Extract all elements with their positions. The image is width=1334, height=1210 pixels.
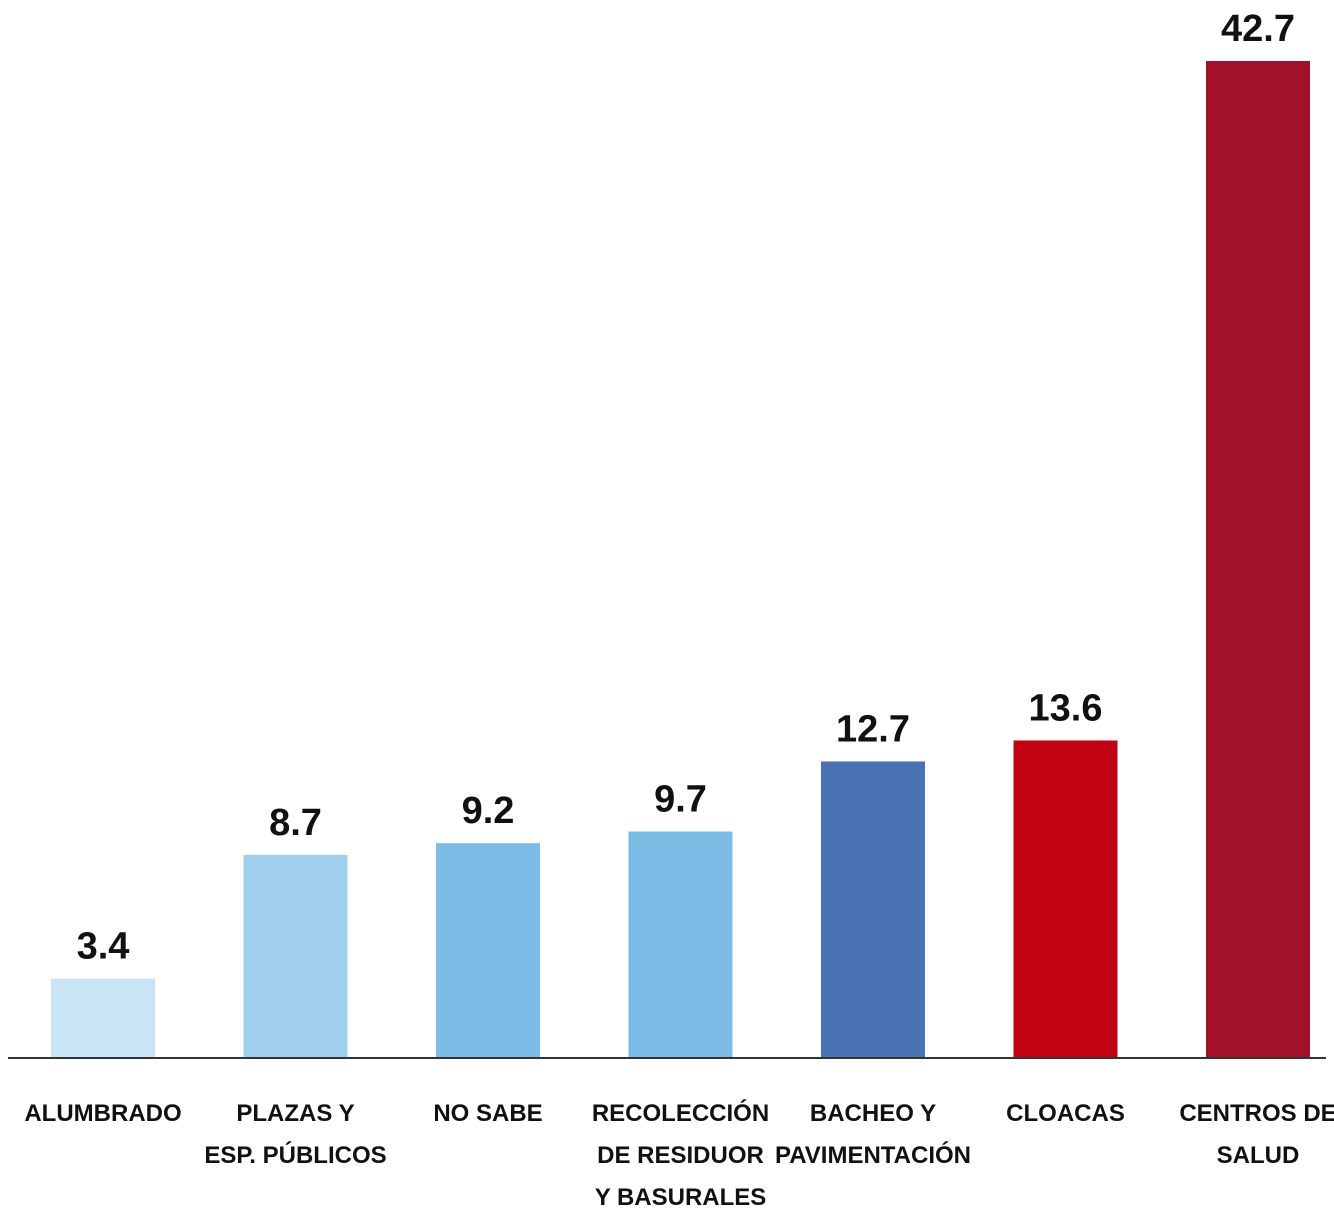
value-label-0: 3.4 bbox=[77, 926, 130, 968]
category-label-line: NO SABE bbox=[433, 1100, 542, 1127]
bar-5 bbox=[1014, 740, 1118, 1058]
value-label-5: 13.6 bbox=[1029, 687, 1103, 729]
value-label-2: 9.2 bbox=[462, 790, 515, 832]
category-label-line: PAVIMENTACIÓN bbox=[775, 1141, 971, 1169]
value-label-4: 12.7 bbox=[836, 708, 910, 750]
bars-layer bbox=[51, 61, 1310, 1058]
category-label-1: PLAZAS Y ESP. PÚBLICOS bbox=[204, 1100, 386, 1169]
category-label-line: ALUMBRADO bbox=[24, 1100, 181, 1127]
category-label-5: CLOACAS bbox=[1006, 1100, 1125, 1127]
value-label-6: 42.7 bbox=[1221, 8, 1295, 50]
bar-4 bbox=[821, 761, 925, 1058]
category-label-line: SALUD bbox=[1217, 1142, 1300, 1169]
category-label-4: BACHEO Y PAVIMENTACIÓN bbox=[775, 1100, 971, 1169]
category-label-6: CENTROS DE SALUD bbox=[1179, 1100, 1334, 1169]
category-label-line: ESP. PÚBLICOS bbox=[204, 1141, 386, 1169]
bar-6 bbox=[1206, 61, 1310, 1058]
value-label-3: 9.7 bbox=[654, 779, 707, 821]
category-label-3: RECOLECCIÓN DE RESIDUOR Y BASURALES bbox=[592, 1099, 769, 1210]
category-label-0: ALUMBRADO bbox=[24, 1100, 181, 1127]
category-label-line: PLAZAS Y bbox=[236, 1100, 354, 1127]
category-label-line: CENTROS DE bbox=[1179, 1100, 1334, 1127]
category-labels-layer: ALUMBRADO PLAZAS Y ESP. PÚBLICOS NO SABE REC… bbox=[24, 1099, 1334, 1210]
category-label-line: RECOLECCIÓN bbox=[592, 1099, 769, 1127]
category-label-line: Y BASURALES bbox=[595, 1184, 767, 1210]
bar-0 bbox=[51, 979, 155, 1058]
value-label-1: 8.7 bbox=[269, 802, 322, 844]
category-label-line: BACHEO Y bbox=[810, 1100, 936, 1127]
category-label-2: NO SABE bbox=[433, 1100, 542, 1127]
bar-2 bbox=[436, 843, 540, 1058]
category-label-line: DE RESIDUOR bbox=[597, 1142, 764, 1169]
category-label-line: CLOACAS bbox=[1006, 1100, 1125, 1127]
bar-3 bbox=[629, 832, 733, 1058]
bar-1 bbox=[244, 855, 348, 1058]
